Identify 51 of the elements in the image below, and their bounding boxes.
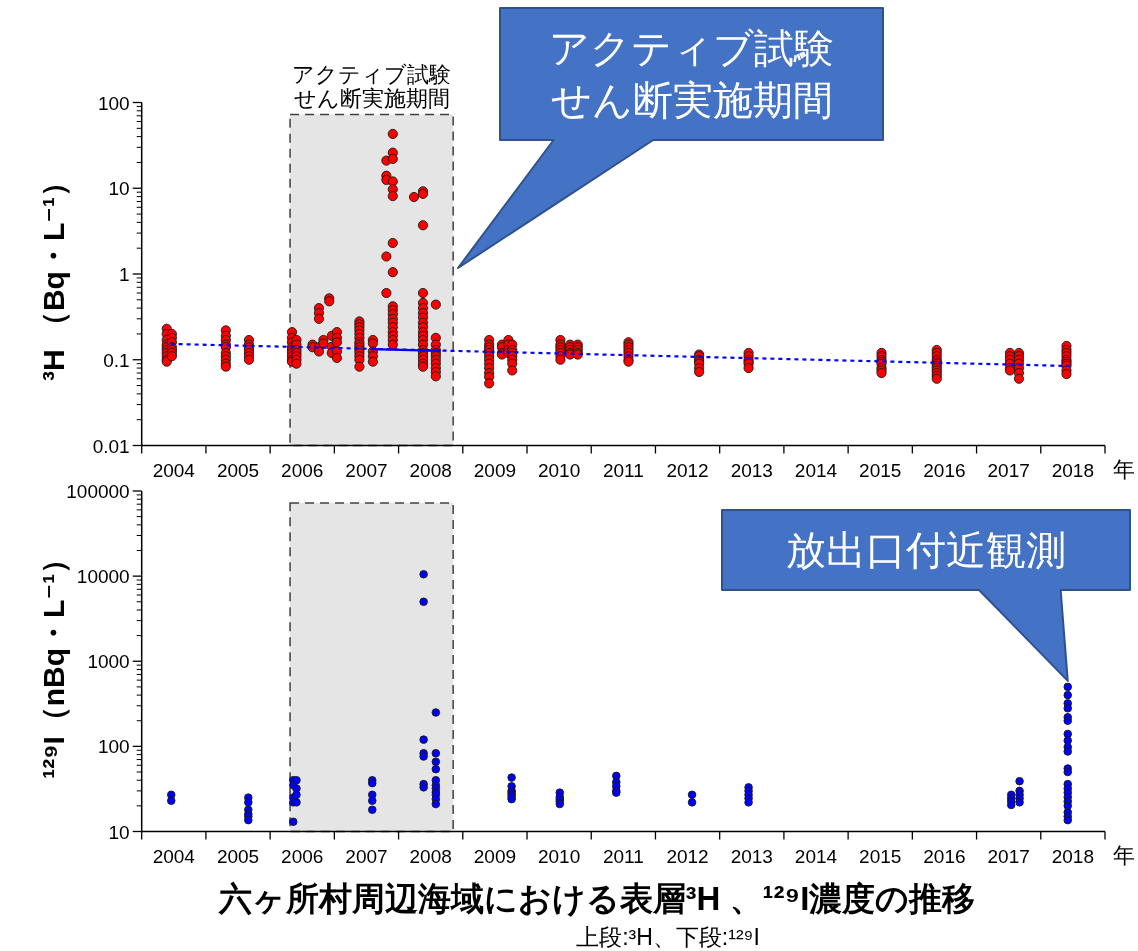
text: 六ヶ所村周辺海域における表層³H 、¹²⁹I濃度の推移: [217, 879, 976, 917]
x-tick-label: 2011: [602, 459, 644, 481]
y-tick-label: 0.01: [92, 435, 130, 457]
x-tick-label: 2017: [987, 459, 1030, 481]
y-axis-title: ³H （Bq・L⁻¹）: [37, 166, 70, 382]
y-axis-title: ¹²⁹I（nBq・L⁻¹）: [37, 543, 70, 779]
x-tick-label: 2008: [409, 459, 452, 481]
x-tick-label: 2009: [473, 459, 517, 481]
x-tick-label: 2014: [794, 845, 838, 867]
x-tick-label: 2013: [730, 459, 773, 481]
y-tick-label: 0.1: [103, 349, 130, 371]
x-tick-label: 2011: [602, 845, 644, 867]
x-tick-label: 2006: [281, 459, 324, 481]
x-tick-label: 2012: [666, 845, 709, 867]
x-tick-label: 2010: [537, 845, 581, 867]
x-tick-label: 2008: [409, 845, 452, 867]
x-tick-label: 2005: [216, 845, 260, 867]
callout: 放出口付近観測: [721, 509, 1131, 682]
annotation: 放出口付近観測: [786, 528, 1066, 572]
x-tick-label: 2005: [216, 459, 260, 481]
x-tick-label: 2009: [473, 845, 517, 867]
y-tick-label: 10000: [76, 566, 130, 588]
x-tick-label: 2015: [859, 459, 902, 481]
y-tick-label: 1000: [87, 651, 130, 673]
x-tick-label: 2018: [1051, 845, 1095, 867]
x-axis-title: 年: [1113, 842, 1135, 868]
x-tick-label: 2006: [281, 845, 324, 867]
x-axis-title: 年: [1113, 456, 1135, 482]
y-tick-label: 100000: [66, 481, 130, 502]
x-tick-label: 2004: [152, 459, 196, 481]
y-tick-label: 100: [98, 736, 130, 758]
x-tick-label: 2017: [987, 845, 1030, 867]
annotation: アクティブ試験せん断実施期間: [549, 26, 834, 122]
x-tick-label: 2016: [923, 845, 966, 867]
x-tick-label: 2014: [794, 459, 838, 481]
x-tick-label: 2007: [345, 845, 388, 867]
band-label: アクティブ試験せん断実施期間: [292, 61, 452, 111]
x-tick-label: 2010: [537, 459, 581, 481]
y-tick-label: 10: [108, 821, 130, 843]
callout: アクティブ試験せん断実施期間: [457, 7, 884, 269]
x-tick-label: 2013: [730, 845, 773, 867]
x-tick-label: 2016: [923, 459, 966, 481]
x-tick-label: 2015: [859, 845, 902, 867]
y-tick-label: 100: [98, 92, 130, 114]
y-tick-label: 1: [119, 264, 130, 285]
x-tick-label: 2007: [345, 459, 388, 481]
x-tick-label: 2012: [666, 459, 709, 481]
x-tick-label: 2018: [1051, 459, 1095, 481]
y-tick-label: 10: [108, 178, 130, 200]
text: 上段:³H、下段:¹²⁹I: [576, 923, 760, 950]
x-tick-label: 2004: [152, 845, 196, 867]
